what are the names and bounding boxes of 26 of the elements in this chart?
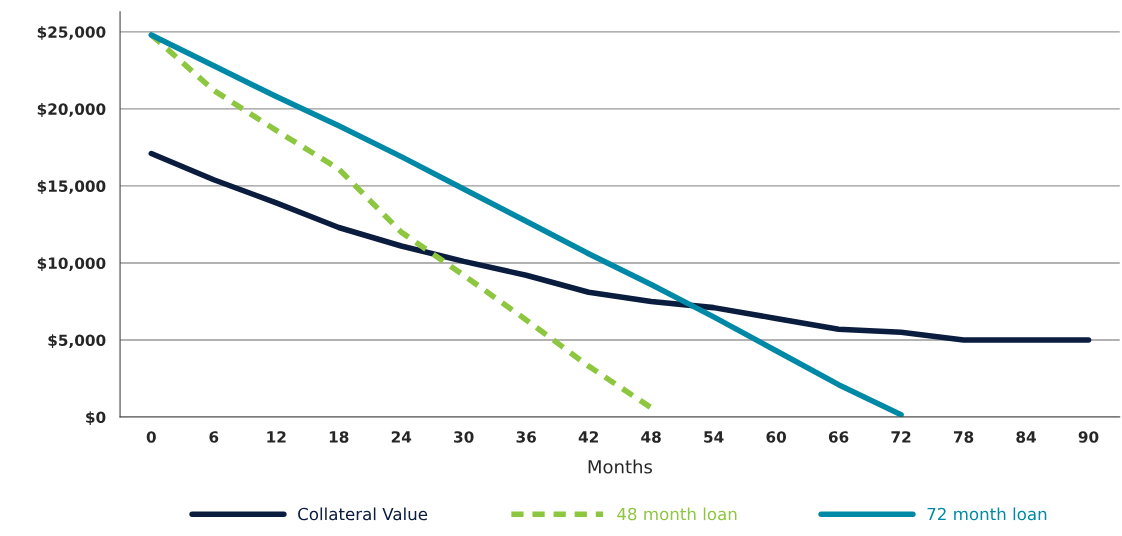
- x-tick-label: 42: [578, 431, 598, 443]
- y-tick-label: $25,000: [37, 26, 106, 40]
- x-tick-label: 84: [1016, 431, 1036, 443]
- x-axis-title: Months: [588, 459, 653, 474]
- x-tick-label: 24: [391, 431, 412, 443]
- x-tick-label: 12: [267, 431, 286, 443]
- x-tick-label: 78: [953, 431, 974, 443]
- x-tick-label: 18: [329, 431, 349, 443]
- x-tick-label: 36: [516, 431, 536, 443]
- y-tick-label: $0: [86, 411, 106, 426]
- x-tick-label: 90: [1078, 431, 1099, 443]
- y-tick-label: $10,000: [37, 257, 106, 271]
- x-tick-label: 48: [641, 431, 661, 443]
- text: Collateral Value: [298, 507, 428, 521]
- x-tick-label: 0: [146, 431, 156, 443]
- y-tick-label: $20,000: [37, 103, 106, 117]
- x-tick-label: 72: [891, 431, 911, 443]
- x-tick-label: 30: [454, 431, 474, 443]
- x-tick-label: 6: [209, 431, 219, 443]
- x-tick-label: 60: [766, 431, 787, 443]
- x-tick-label: 54: [704, 431, 724, 443]
- y-tick-label: $15,000: [37, 180, 106, 194]
- x-tick-label: 66: [828, 431, 849, 443]
- text: 72 month loan: [927, 507, 1047, 521]
- y-tick-label: $5,000: [48, 334, 106, 349]
- text: 48 month loan: [617, 507, 737, 521]
